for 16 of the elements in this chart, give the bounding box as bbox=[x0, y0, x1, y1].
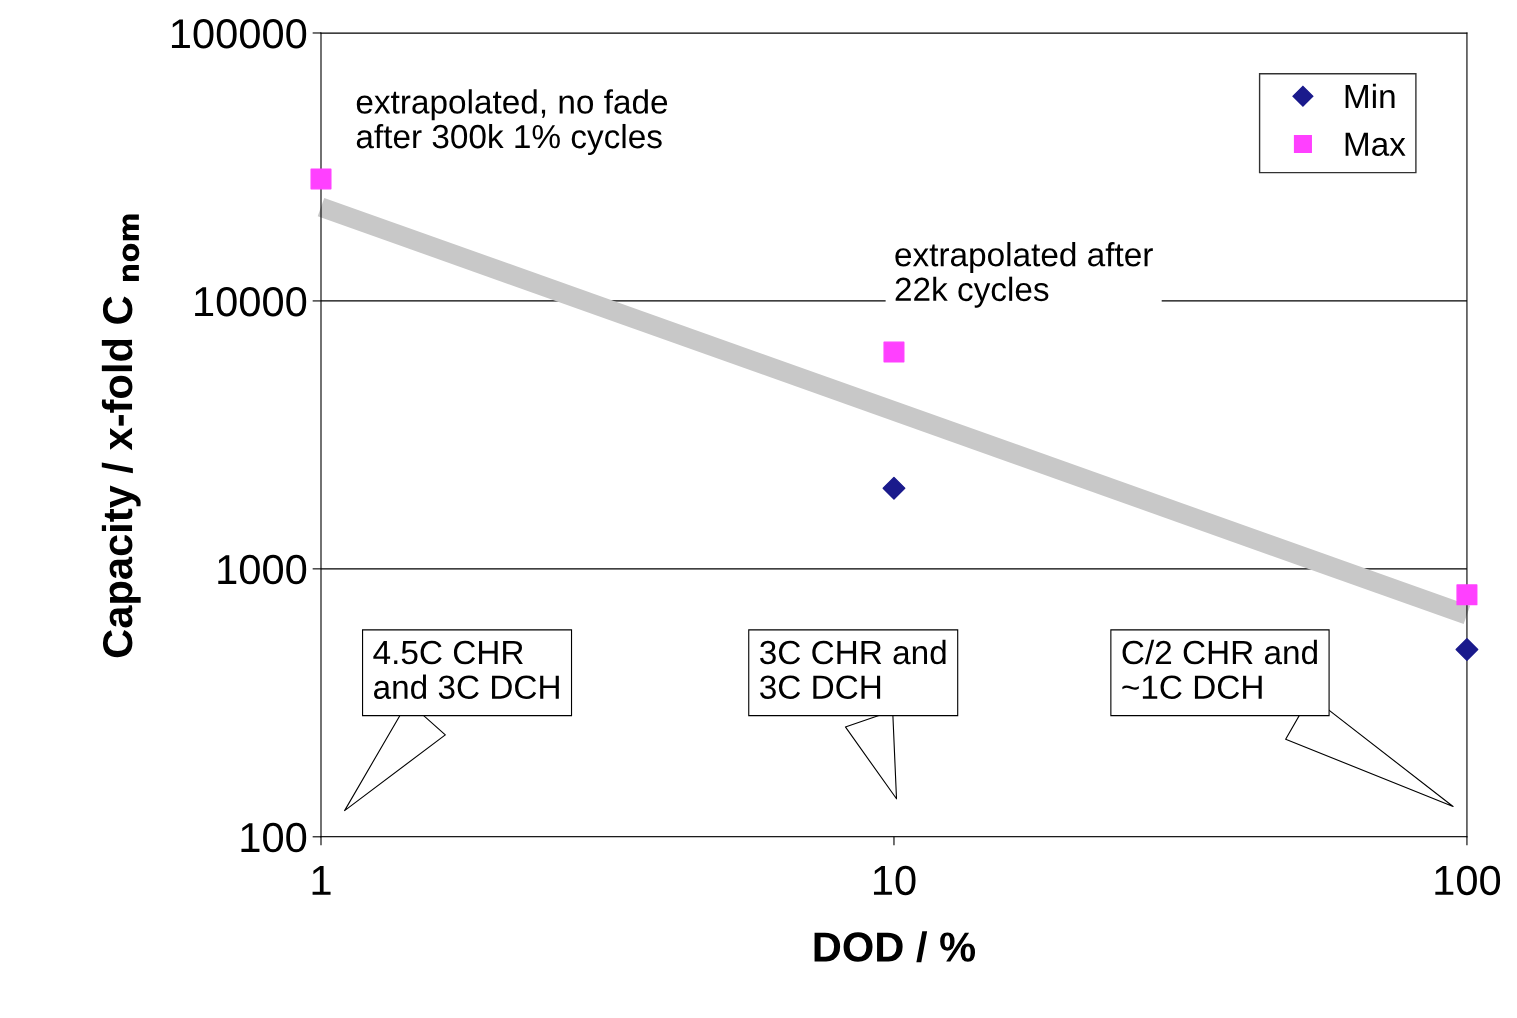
y-axis-title: Capacity / x-fold C $_{nom}$ bbox=[101, 214, 141, 658]
y-tick-label: 1000 bbox=[218, 554, 307, 585]
annotation: extrapolated after 22k cycles bbox=[895, 241, 1153, 308]
x-tick-label: 1 bbox=[312, 866, 331, 895]
annotation: 3C CHR and 3C DCH bbox=[760, 639, 946, 700]
y-tick-label: 100000 bbox=[171, 18, 307, 49]
x-tick-label: 10 bbox=[873, 865, 916, 896]
annotation: extrapolated, no fade after 300k 1% cycles bbox=[356, 89, 668, 156]
y-tick-label: 10000 bbox=[195, 286, 307, 317]
legend-label: Max bbox=[1345, 132, 1406, 156]
y-tick-label: 100 bbox=[241, 822, 307, 853]
x-axis-title: DOD / % bbox=[814, 931, 976, 963]
x-tick-label: 100 bbox=[1435, 865, 1501, 896]
legend-label: Min bbox=[1345, 83, 1395, 108]
annotation: C/2 CHR and ~1C DCH bbox=[1122, 639, 1317, 700]
annotation: 4.5C CHR and 3C DCH bbox=[373, 640, 559, 700]
